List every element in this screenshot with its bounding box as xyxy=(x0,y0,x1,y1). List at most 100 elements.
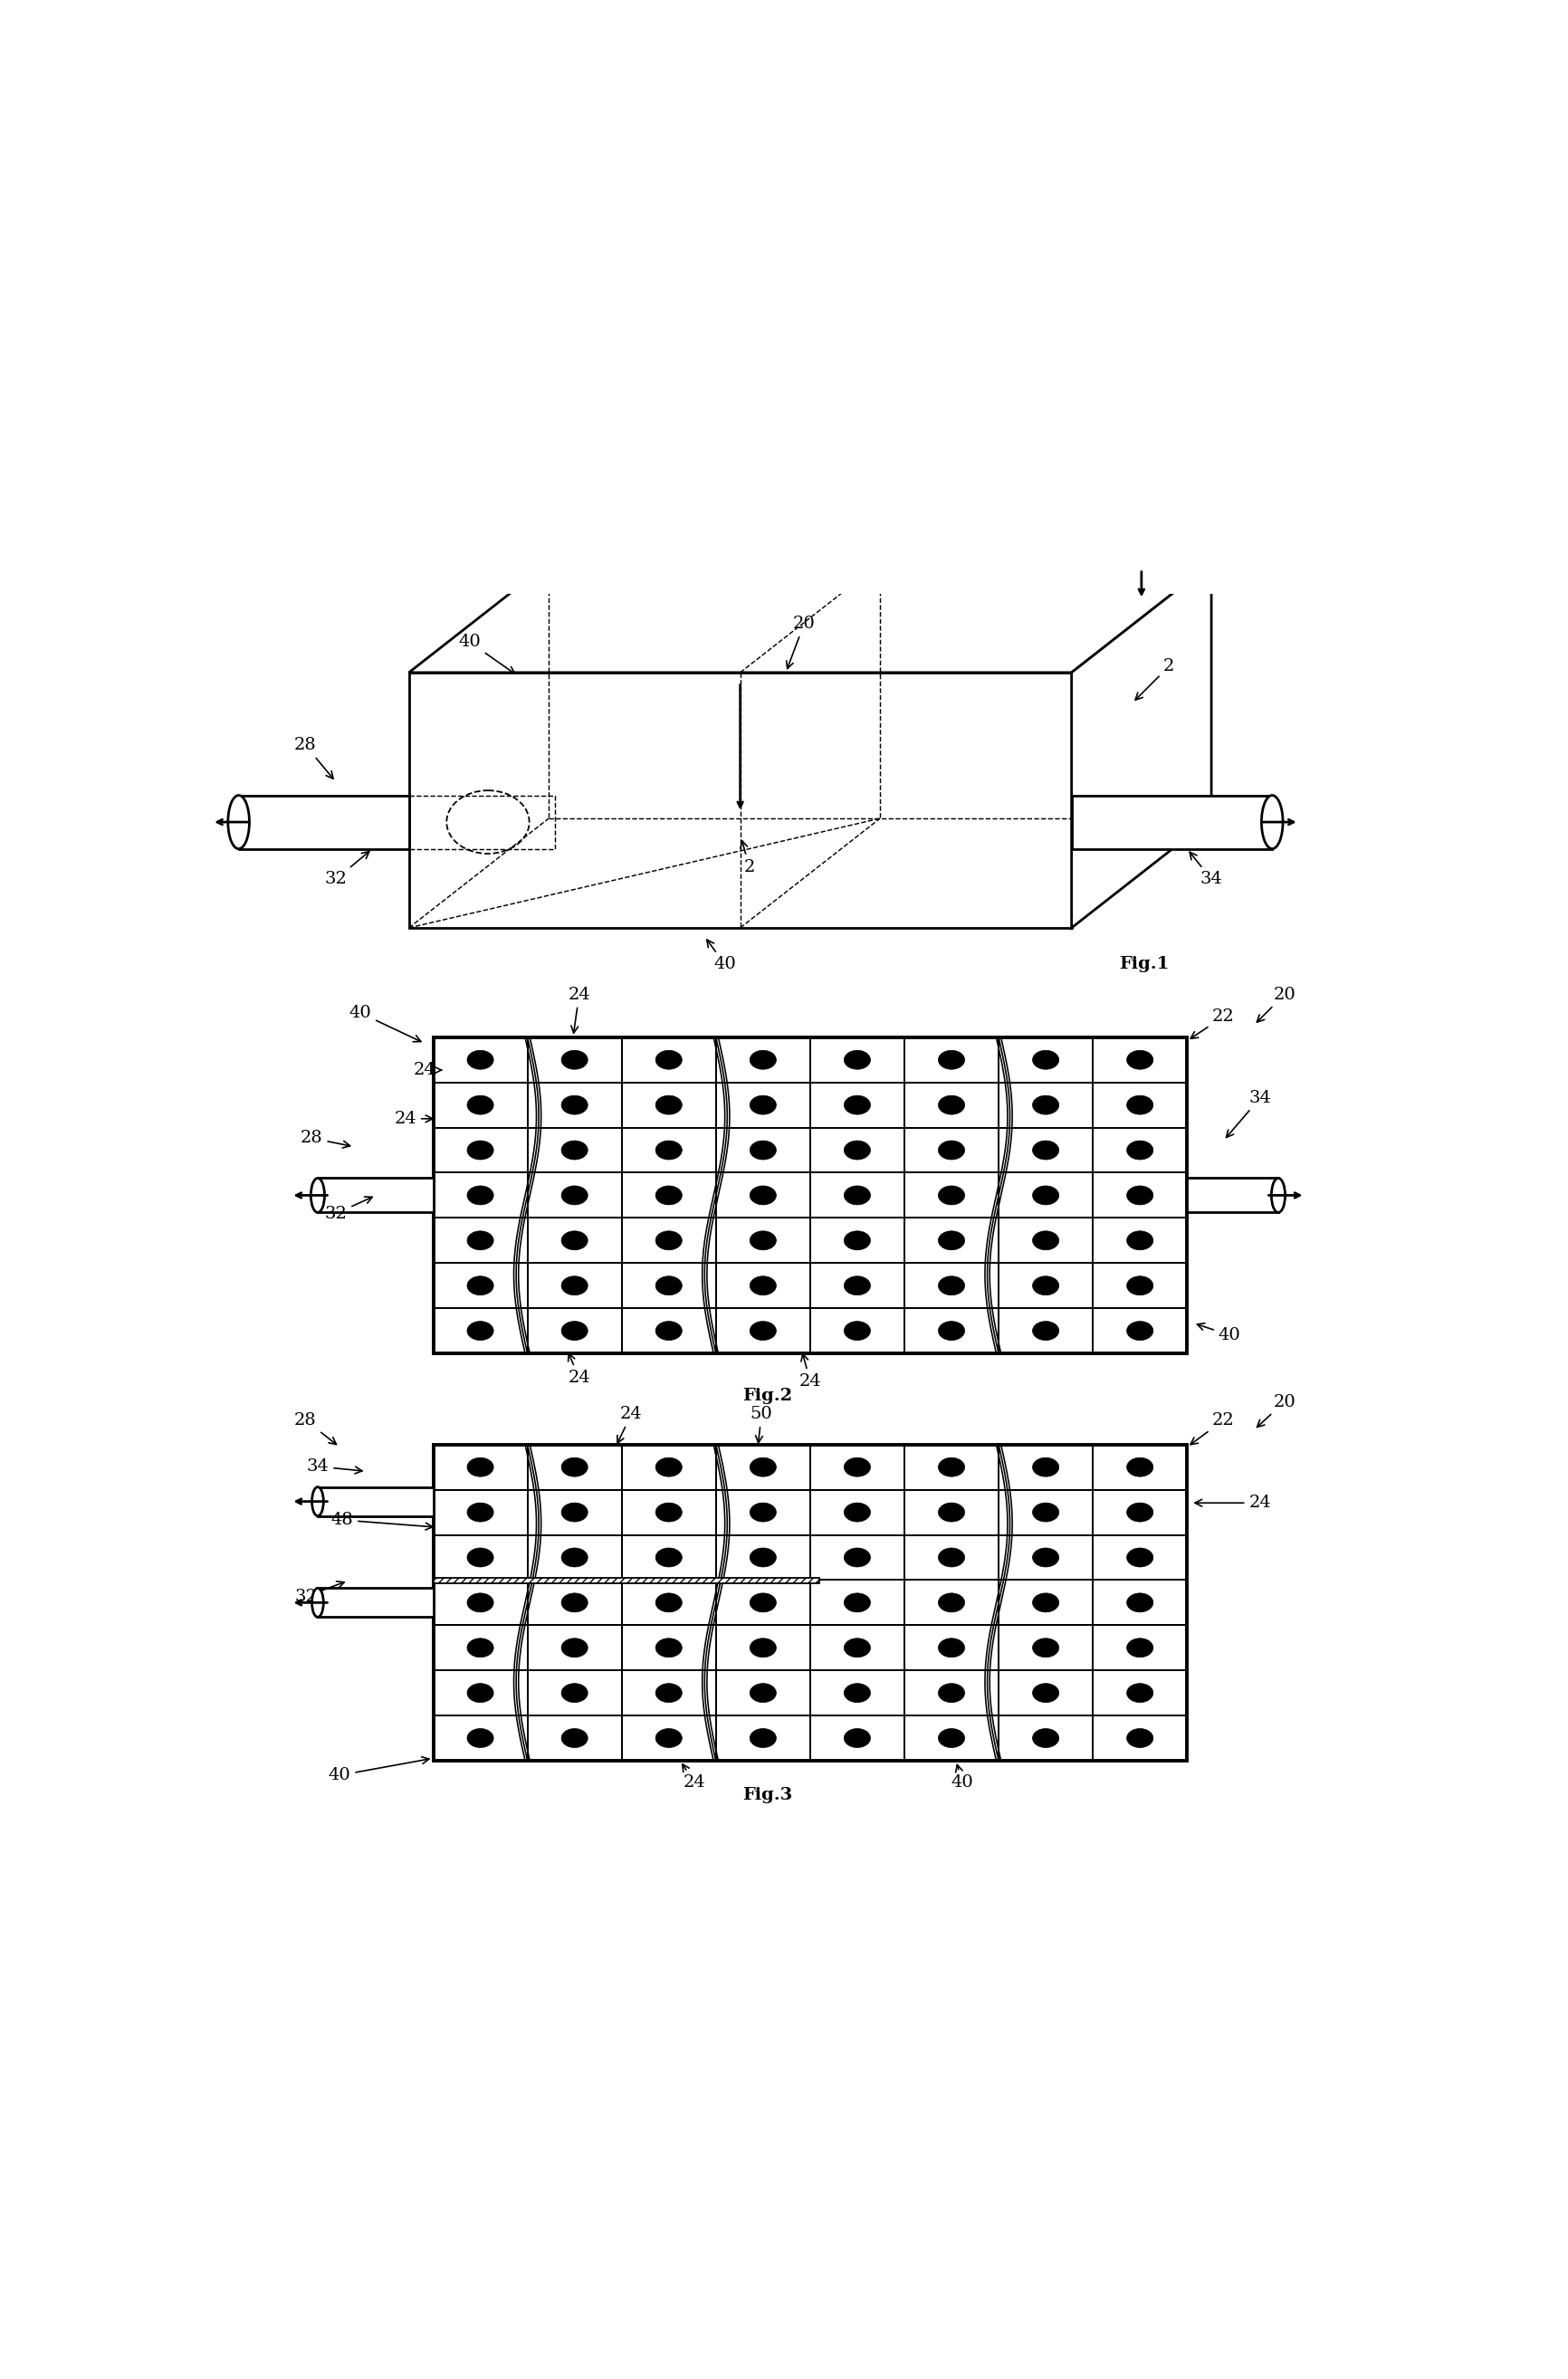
Polygon shape xyxy=(433,1037,1187,1354)
Ellipse shape xyxy=(938,1594,964,1613)
Text: Fig.3: Fig.3 xyxy=(742,1787,792,1803)
Ellipse shape xyxy=(750,1275,776,1294)
Ellipse shape xyxy=(844,1504,870,1523)
Ellipse shape xyxy=(1126,1320,1152,1339)
Ellipse shape xyxy=(312,1589,323,1618)
Ellipse shape xyxy=(467,1052,494,1068)
Text: 34: 34 xyxy=(306,1458,362,1475)
Ellipse shape xyxy=(467,1185,494,1204)
Ellipse shape xyxy=(750,1094,776,1113)
Text: 2: 2 xyxy=(740,840,754,875)
Ellipse shape xyxy=(1126,1594,1152,1613)
Bar xyxy=(433,1577,818,1582)
Ellipse shape xyxy=(1032,1094,1058,1113)
Text: 40: 40 xyxy=(707,940,735,973)
Ellipse shape xyxy=(938,1275,964,1294)
Ellipse shape xyxy=(655,1230,682,1249)
Ellipse shape xyxy=(844,1639,870,1658)
Ellipse shape xyxy=(1032,1140,1058,1159)
Text: 32: 32 xyxy=(325,1197,372,1223)
Ellipse shape xyxy=(1261,795,1283,849)
Text: 50: 50 xyxy=(750,1406,773,1442)
Ellipse shape xyxy=(655,1185,682,1204)
Ellipse shape xyxy=(561,1094,588,1113)
Ellipse shape xyxy=(655,1684,682,1703)
Ellipse shape xyxy=(561,1549,588,1568)
Ellipse shape xyxy=(844,1684,870,1703)
Ellipse shape xyxy=(1126,1275,1152,1294)
Ellipse shape xyxy=(1270,1178,1284,1213)
Ellipse shape xyxy=(938,1639,964,1658)
Ellipse shape xyxy=(750,1140,776,1159)
Ellipse shape xyxy=(938,1052,964,1068)
Text: 34: 34 xyxy=(1226,1090,1270,1137)
Ellipse shape xyxy=(750,1594,776,1613)
Ellipse shape xyxy=(844,1094,870,1113)
Ellipse shape xyxy=(312,1487,323,1515)
Ellipse shape xyxy=(467,1094,494,1113)
Text: 20: 20 xyxy=(1256,987,1295,1023)
Polygon shape xyxy=(1071,564,1210,928)
Text: 48: 48 xyxy=(331,1511,433,1530)
Text: 40: 40 xyxy=(458,633,514,673)
Ellipse shape xyxy=(1032,1275,1058,1294)
Ellipse shape xyxy=(938,1684,964,1703)
Ellipse shape xyxy=(561,1185,588,1204)
Ellipse shape xyxy=(1032,1684,1058,1703)
Ellipse shape xyxy=(561,1230,588,1249)
Ellipse shape xyxy=(467,1594,494,1613)
Ellipse shape xyxy=(1126,1094,1152,1113)
Ellipse shape xyxy=(467,1504,494,1523)
Ellipse shape xyxy=(1032,1594,1058,1613)
Ellipse shape xyxy=(750,1458,776,1477)
Ellipse shape xyxy=(655,1275,682,1294)
Ellipse shape xyxy=(844,1275,870,1294)
Ellipse shape xyxy=(938,1230,964,1249)
Ellipse shape xyxy=(1126,1730,1152,1749)
Ellipse shape xyxy=(310,1178,325,1213)
Ellipse shape xyxy=(655,1320,682,1339)
Text: 24: 24 xyxy=(616,1406,643,1444)
Ellipse shape xyxy=(844,1730,870,1749)
Ellipse shape xyxy=(561,1320,588,1339)
Ellipse shape xyxy=(938,1185,964,1204)
Text: 24: 24 xyxy=(798,1354,822,1389)
Polygon shape xyxy=(433,1444,1187,1760)
Ellipse shape xyxy=(844,1320,870,1339)
Polygon shape xyxy=(1071,795,1272,849)
Polygon shape xyxy=(1187,1178,1278,1213)
Ellipse shape xyxy=(561,1458,588,1477)
Ellipse shape xyxy=(1126,1458,1152,1477)
Ellipse shape xyxy=(655,1639,682,1658)
Ellipse shape xyxy=(655,1140,682,1159)
Text: 24: 24 xyxy=(1195,1494,1270,1511)
Ellipse shape xyxy=(938,1458,964,1477)
Ellipse shape xyxy=(467,1730,494,1749)
Polygon shape xyxy=(409,564,1210,673)
Text: 2: 2 xyxy=(1135,659,1174,699)
Ellipse shape xyxy=(1126,1185,1152,1204)
Text: 32: 32 xyxy=(325,852,368,887)
Ellipse shape xyxy=(750,1639,776,1658)
Ellipse shape xyxy=(655,1504,682,1523)
Ellipse shape xyxy=(750,1230,776,1249)
Ellipse shape xyxy=(561,1639,588,1658)
Text: 40: 40 xyxy=(950,1765,972,1791)
Ellipse shape xyxy=(1032,1320,1058,1339)
Polygon shape xyxy=(238,795,409,849)
Ellipse shape xyxy=(1032,1230,1058,1249)
Ellipse shape xyxy=(844,1549,870,1568)
Polygon shape xyxy=(409,673,1071,928)
Ellipse shape xyxy=(938,1730,964,1749)
Ellipse shape xyxy=(750,1730,776,1749)
Ellipse shape xyxy=(844,1052,870,1068)
Text: 24: 24 xyxy=(682,1765,706,1791)
Text: 24: 24 xyxy=(414,1061,441,1078)
Polygon shape xyxy=(317,1178,433,1213)
Polygon shape xyxy=(317,1589,433,1618)
Ellipse shape xyxy=(467,1320,494,1339)
Text: 22: 22 xyxy=(1190,1009,1234,1040)
Text: Fig.2: Fig.2 xyxy=(742,1387,792,1404)
Ellipse shape xyxy=(561,1684,588,1703)
Ellipse shape xyxy=(844,1140,870,1159)
